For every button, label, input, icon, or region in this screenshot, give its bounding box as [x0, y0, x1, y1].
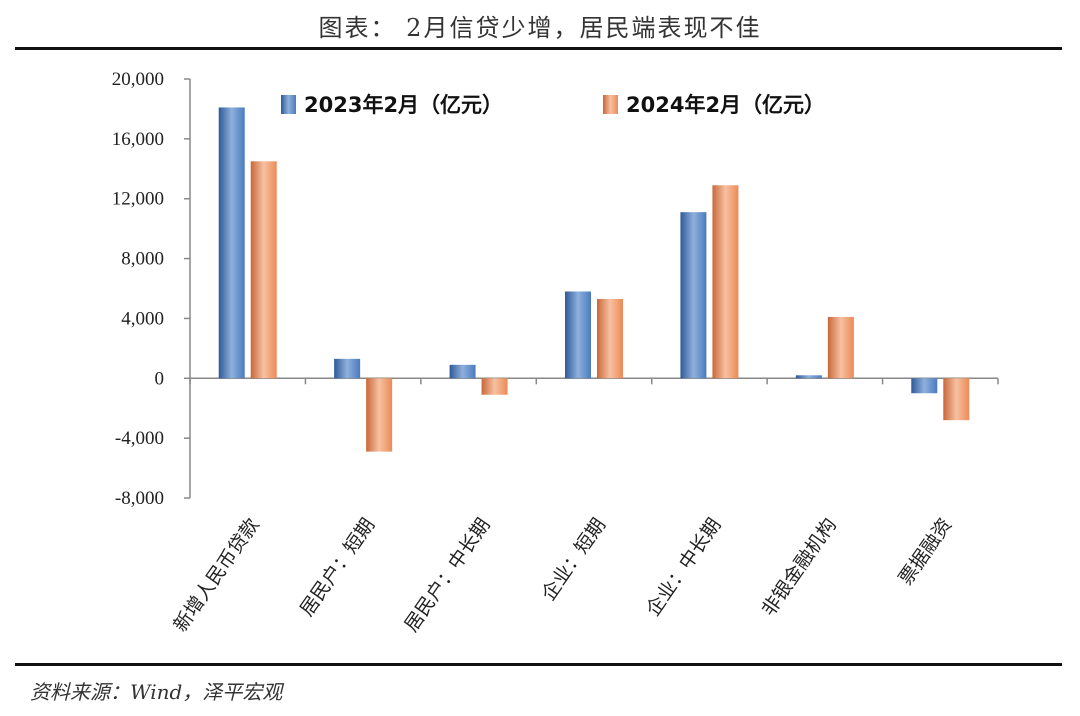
bar-2024	[250, 161, 277, 379]
bar-2023	[565, 291, 591, 379]
bar-2024	[943, 378, 970, 421]
category-label: 非银金融机构	[758, 514, 841, 620]
y-tick-label: 4,000	[121, 308, 164, 329]
category-label: 新增人民币贷款	[169, 514, 263, 636]
bottom-rule	[15, 663, 1062, 666]
y-tick-label: 8,000	[121, 249, 164, 270]
legend-swatch-2024	[603, 95, 618, 114]
bar-2023	[795, 375, 822, 379]
category-label: 企业：中长期	[642, 514, 725, 620]
y-tick-label: 20,000	[112, 69, 164, 90]
bar-2024	[366, 378, 393, 452]
y-tick-label: 12,000	[112, 189, 164, 210]
bar-2024	[597, 298, 623, 379]
bar-2023	[680, 212, 707, 379]
category-label: 企业：短期	[538, 514, 611, 604]
bar-2024	[827, 316, 854, 379]
legend-label-2023: 2023年2月（亿元）	[304, 93, 503, 117]
source-note: 资料来源：Wind，泽平宏观	[30, 680, 283, 704]
legend-label-2024: 2024年2月（亿元）	[626, 93, 825, 117]
bar-2023	[449, 364, 476, 379]
chart-title: 图表： 2月信贷少增，居民端表现不佳	[318, 14, 762, 42]
bar-2023	[334, 358, 361, 379]
category-label: 居民户：短期	[296, 514, 379, 620]
y-tick-label: 16,000	[112, 129, 164, 150]
bar-2023	[911, 378, 938, 394]
top-rule	[15, 47, 1062, 50]
y-tick-label: -4,000	[115, 428, 164, 449]
legend: 2023年2月（亿元） 2024年2月（亿元）	[281, 93, 825, 117]
y-tick-label: 0	[155, 368, 165, 389]
bars	[218, 107, 970, 452]
y-tick-label: -8,000	[115, 488, 164, 509]
category-label: 居民户：中长期	[400, 514, 494, 636]
legend-swatch-2023	[281, 95, 296, 114]
category-label: 票据融资	[895, 514, 957, 589]
bar-2024	[712, 185, 739, 379]
bar-2023	[218, 107, 245, 379]
bar-2024	[481, 378, 508, 395]
